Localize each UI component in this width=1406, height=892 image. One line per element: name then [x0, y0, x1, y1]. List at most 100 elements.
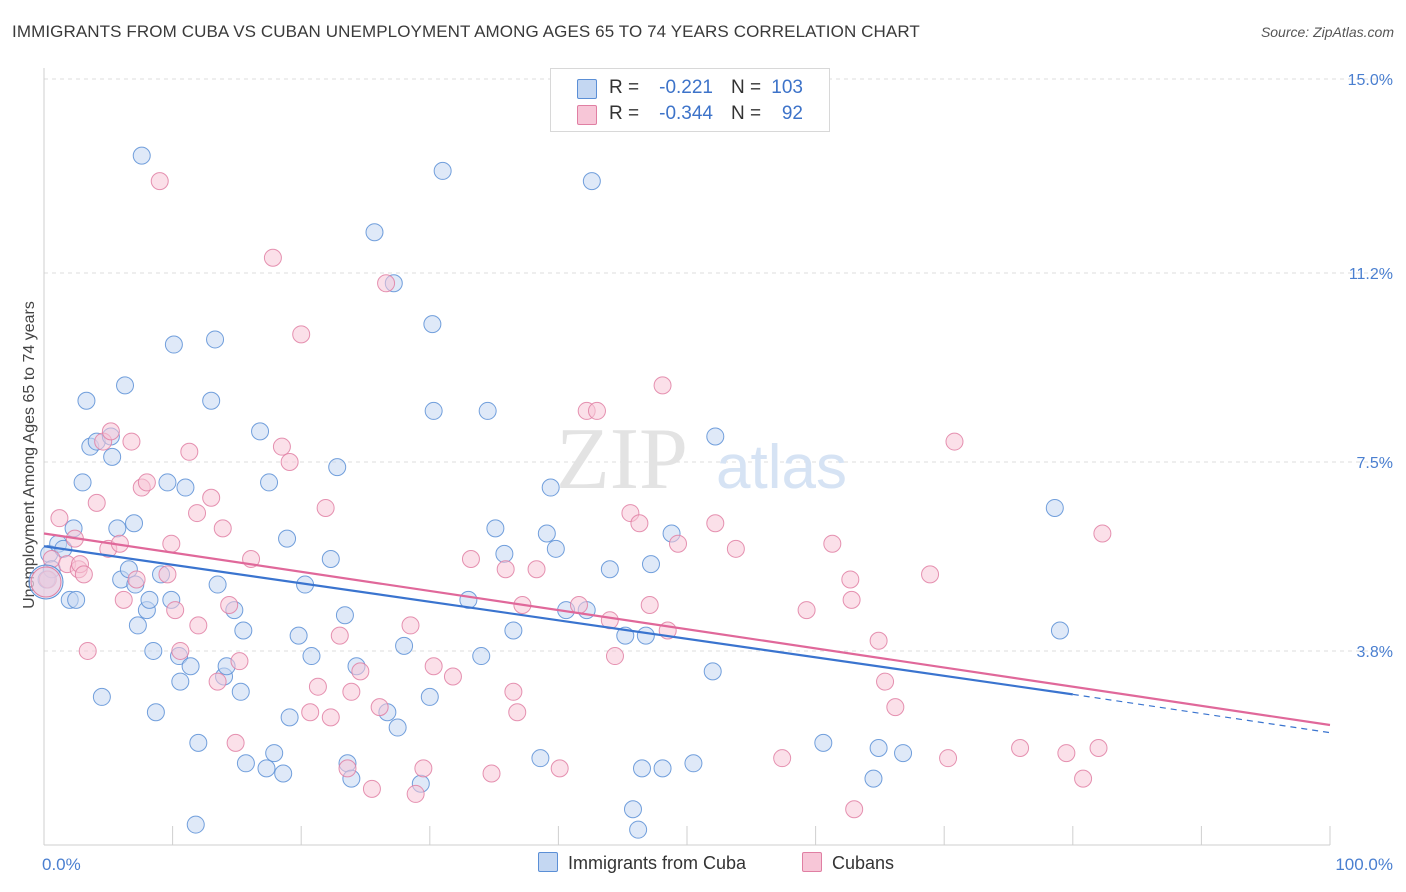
data-point	[433, 161, 452, 180]
data-point	[308, 677, 327, 696]
data-point	[653, 759, 672, 778]
data-point	[703, 662, 722, 681]
data-point	[220, 595, 239, 614]
data-point	[495, 544, 514, 563]
data-point	[841, 570, 860, 589]
data-point	[921, 565, 940, 584]
data-point	[257, 759, 276, 778]
data-point	[280, 453, 299, 471]
data-point	[180, 442, 199, 461]
series-immigrants-from-cuba	[37, 146, 1069, 839]
data-point	[395, 636, 414, 655]
data-point	[321, 708, 340, 727]
data-point	[623, 800, 642, 819]
data-point	[641, 555, 660, 574]
y-tick-label: 3.8%	[1357, 644, 1393, 661]
data-point	[146, 703, 165, 722]
data-point	[78, 641, 97, 660]
data-point	[231, 682, 250, 701]
data-point	[128, 616, 147, 635]
data-point	[108, 519, 127, 538]
data-point	[773, 749, 792, 768]
data-points	[28, 146, 1112, 839]
data-point	[230, 652, 249, 671]
data-point	[370, 698, 389, 717]
bottom-legend-cuba: Immigrants from Cuba	[538, 852, 746, 874]
bottom-legend-label-cuba: Immigrants from Cuba	[568, 853, 747, 873]
data-point	[335, 606, 354, 625]
data-point	[443, 667, 462, 686]
data-point	[114, 590, 133, 609]
trend-line-cuba	[43, 545, 1073, 696]
data-point	[186, 815, 205, 834]
y-tick-label: 11.2%	[1349, 266, 1393, 283]
data-point	[1057, 744, 1076, 763]
data-point	[939, 749, 958, 768]
data-point	[164, 335, 183, 354]
bottom-legend-cubans: Cubans	[802, 852, 894, 874]
legend-r-value: -0.344	[659, 103, 713, 124]
data-point	[150, 172, 169, 191]
data-point	[74, 565, 93, 584]
data-point	[629, 820, 648, 839]
data-point	[845, 800, 864, 819]
legend-n-label: N =	[731, 77, 762, 98]
chart-title: IMMIGRANTS FROM CUBA VS CUBAN UNEMPLOYME…	[12, 22, 920, 41]
data-point	[189, 616, 208, 635]
data-point	[188, 504, 207, 523]
data-point	[278, 529, 297, 548]
data-point	[137, 473, 156, 492]
data-point	[213, 519, 232, 538]
data-point	[582, 172, 601, 191]
legend-n-value: 92	[781, 103, 803, 124]
data-point	[236, 754, 255, 773]
legend-n-label: N =	[731, 103, 762, 124]
data-point	[797, 601, 816, 620]
data-point	[162, 534, 181, 553]
data-point	[189, 733, 208, 752]
data-point	[234, 621, 253, 640]
data-point	[127, 570, 146, 589]
watermark-zip: ZIP	[556, 411, 688, 508]
data-point	[166, 601, 185, 620]
data-point	[504, 682, 523, 701]
bottom-legend-swatch-cubans	[802, 852, 822, 872]
data-point	[504, 621, 523, 640]
data-point	[842, 590, 861, 609]
data-point	[869, 738, 888, 757]
data-point	[726, 539, 745, 558]
axes	[43, 68, 1331, 846]
data-point	[1045, 498, 1064, 517]
data-point	[668, 534, 687, 553]
data-point	[377, 274, 396, 293]
data-point	[527, 560, 546, 579]
data-point	[472, 647, 491, 666]
data-point	[537, 524, 556, 543]
legend-swatch-cuba	[577, 79, 597, 99]
watermark: ZIP atlas	[556, 411, 847, 508]
data-point	[171, 641, 190, 660]
data-point	[140, 590, 159, 609]
data-point	[1093, 524, 1112, 543]
data-point	[864, 769, 883, 788]
data-point	[208, 575, 227, 594]
data-point	[636, 626, 655, 645]
data-point	[132, 146, 151, 165]
source-credit: Source: ZipAtlas.com	[1260, 24, 1394, 40]
data-point	[289, 626, 308, 645]
data-point	[876, 672, 895, 691]
data-point	[202, 391, 221, 410]
data-point	[814, 733, 833, 752]
data-point	[706, 427, 725, 446]
correlation-legend: R = -0.221 N = 103 R = -0.344 N = 92	[550, 68, 830, 132]
data-point	[1074, 769, 1093, 788]
data-point	[486, 519, 505, 538]
data-point	[274, 764, 293, 783]
data-point	[508, 703, 527, 722]
data-point	[321, 550, 340, 569]
data-point	[630, 514, 649, 533]
watermark-atlas: atlas	[716, 433, 847, 502]
data-point	[823, 534, 842, 553]
data-point	[420, 687, 439, 706]
legend-n-value: 103	[771, 77, 803, 98]
